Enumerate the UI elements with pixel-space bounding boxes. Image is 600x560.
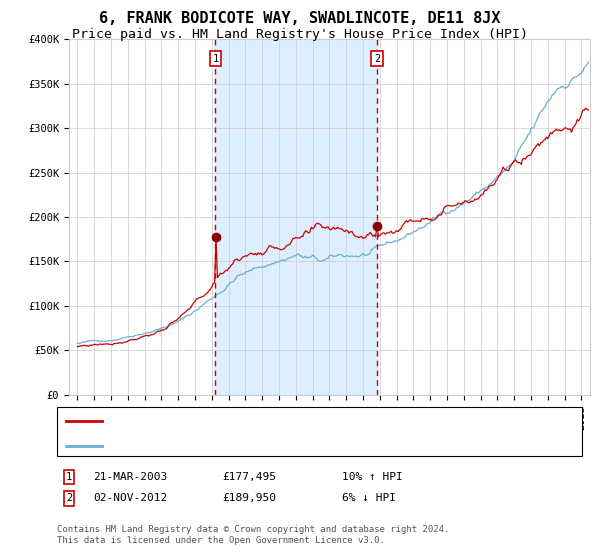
Text: £177,495: £177,495: [222, 472, 276, 482]
Text: £189,950: £189,950: [222, 493, 276, 503]
Text: 6, FRANK BODICOTE WAY, SWADLINCOTE, DE11 8JX (detached house): 6, FRANK BODICOTE WAY, SWADLINCOTE, DE11…: [108, 416, 520, 426]
Bar: [215, 39, 377, 395]
Text: Price paid vs. HM Land Registry's House Price Index (HPI): Price paid vs. HM Land Registry's House …: [72, 28, 528, 41]
Text: 21-MAR-2003: 21-MAR-2003: [93, 472, 167, 482]
Text: 2: 2: [66, 493, 72, 503]
Text: 2: 2: [374, 54, 380, 64]
Text: 10% ↑ HPI: 10% ↑ HPI: [342, 472, 403, 482]
Text: Contains HM Land Registry data © Crown copyright and database right 2024.
This d: Contains HM Land Registry data © Crown c…: [57, 525, 449, 545]
Text: 02-NOV-2012: 02-NOV-2012: [93, 493, 167, 503]
Text: HPI: Average price, detached house, South Derbyshire: HPI: Average price, detached house, Sout…: [108, 441, 459, 451]
Text: 6% ↓ HPI: 6% ↓ HPI: [342, 493, 396, 503]
Text: 6, FRANK BODICOTE WAY, SWADLINCOTE, DE11 8JX: 6, FRANK BODICOTE WAY, SWADLINCOTE, DE11…: [99, 11, 501, 26]
Text: 1: 1: [212, 54, 218, 64]
Text: 1: 1: [66, 472, 72, 482]
